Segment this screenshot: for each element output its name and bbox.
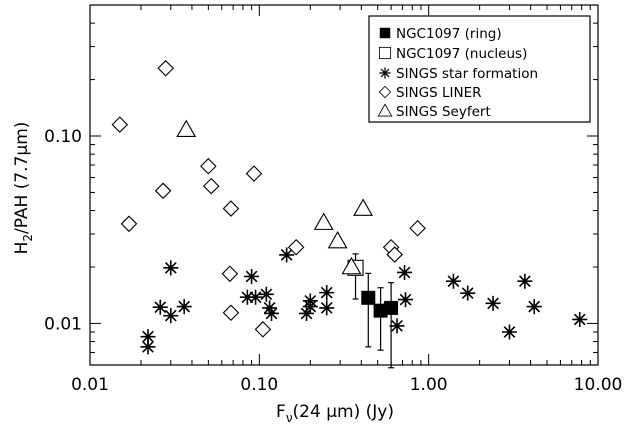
point-sings-liner: [222, 200, 240, 217]
legend-symbols: [377, 27, 393, 117]
legend-marker-sings-star-formation: [379, 67, 391, 79]
point-sings-seyfert: [353, 198, 374, 216]
point-sings-star-formation: [152, 299, 168, 315]
point-sings-liner: [254, 321, 272, 338]
legend-marker-sings-liner: [378, 85, 392, 99]
legend-symbol-ngc1097-ring: [379, 27, 391, 39]
y-tick-label: 0.10: [44, 127, 82, 147]
legend-symbol-sings-seyfert: [377, 103, 393, 117]
legend-label-sings-seyfert: SINGS Seyfert: [396, 104, 491, 120]
point-sings-star-formation: [319, 300, 335, 316]
legend-label-ngc1097-ring: NGC1097 (ring): [396, 26, 502, 42]
legend-label-sings-star-formation: SINGS star formation: [396, 66, 538, 82]
x-tick-label: 10.00: [574, 375, 623, 395]
point-sings-star-formation: [239, 289, 255, 305]
point-sings-star-formation: [258, 286, 274, 302]
point-sings-liner: [111, 116, 129, 133]
legend: NGC1097 (ring) NGC1097 (nucleus) SINGS s…: [368, 15, 591, 123]
point-sings-star-formation: [572, 311, 588, 327]
x-axis-label-rest: (24 μm) (Jy): [293, 402, 394, 422]
axes: [89, 4, 599, 366]
point-sings-star-formation: [140, 339, 156, 355]
point-sings-seyfert: [341, 256, 362, 275]
point-sings-star-formation: [244, 268, 260, 284]
legend-label-ngc1097-nucleus: NGC1097 (nucleus): [396, 46, 527, 62]
point-sings-star-formation: [163, 260, 179, 276]
y-tick-label: 0.01: [44, 314, 82, 334]
x-axis-label: Fν(24 μm) (Jy): [276, 402, 394, 425]
legend-box: [368, 15, 591, 123]
y-axis-label-sub: 2: [21, 234, 35, 242]
point-sings-seyfert: [327, 230, 348, 249]
point-sings-liner: [386, 246, 403, 263]
point-sings-liner: [287, 238, 305, 256]
point-sings-star-formation: [501, 324, 517, 340]
point-sings-liner: [154, 182, 172, 200]
point-sings-star-formation: [264, 305, 280, 321]
point-ngc1097-ring: [384, 300, 399, 315]
legend-symbol-sings-liner: [378, 85, 392, 99]
point-sings-star-formation: [389, 318, 405, 334]
x-axis-label-main: F: [276, 402, 286, 422]
point-sings-star-formation: [248, 289, 264, 305]
point-sings-liner: [222, 304, 240, 322]
point-sings-star-formation: [163, 308, 179, 324]
point-sings-star-formation: [397, 264, 413, 280]
point-sings-liner: [120, 215, 138, 233]
point-sings-star-formation: [460, 285, 476, 301]
point-sings-liner: [409, 219, 426, 237]
y-axis-label: H2/PAH (7.7μm): [12, 122, 35, 255]
x-tick-label: 0.01: [71, 375, 109, 395]
point-sings-liner: [157, 59, 174, 77]
legend-label-sings-liner: SINGS LINER: [396, 85, 481, 101]
point-ngc1097-ring: [373, 303, 388, 318]
x-axis-label-sub: ν: [286, 411, 293, 425]
legend-marker-ngc1097-nucleus: [378, 46, 392, 60]
legend-symbol-sings-star-formation: [379, 67, 391, 79]
point-sings-star-formation: [445, 273, 461, 289]
point-sings-seyfert: [313, 212, 334, 230]
point-sings-star-formation: [398, 292, 414, 308]
legend-symbol-ngc1097-nucleus: [378, 46, 392, 60]
legend-marker-sings-seyfert: [377, 103, 393, 117]
y-axis-label-main: H: [12, 242, 32, 255]
point-sings-star-formation: [176, 299, 192, 315]
plot-frame: [89, 4, 599, 366]
point-sings-star-formation: [302, 299, 318, 315]
point-sings-liner: [200, 157, 217, 175]
point-sings-star-formation: [262, 300, 278, 316]
data-points: [111, 59, 588, 369]
point-sings-star-formation: [517, 273, 533, 289]
x-tick-label: 1.00: [410, 375, 448, 395]
tick-labels: 0.01 0.10 1.00 10.00 0.01 0.10: [44, 127, 622, 395]
legend-marker-ngc1097-ring: [379, 27, 391, 39]
x-tick-label: 0.10: [240, 375, 278, 395]
point-sings-liner: [202, 177, 220, 195]
y-axis-label-rest: /PAH (7.7μm): [12, 122, 32, 234]
point-sings-star-formation: [140, 329, 156, 345]
point-sings-star-formation: [279, 247, 295, 263]
point-sings-star-formation: [526, 299, 542, 315]
point-sings-star-formation: [319, 285, 335, 301]
point-sings-star-formation: [299, 305, 315, 321]
point-ngc1097-ring: [361, 290, 376, 305]
point-sings-star-formation: [485, 295, 501, 311]
point-sings-liner: [245, 165, 263, 182]
point-sings-seyfert: [176, 119, 197, 138]
point-sings-liner: [221, 265, 239, 283]
